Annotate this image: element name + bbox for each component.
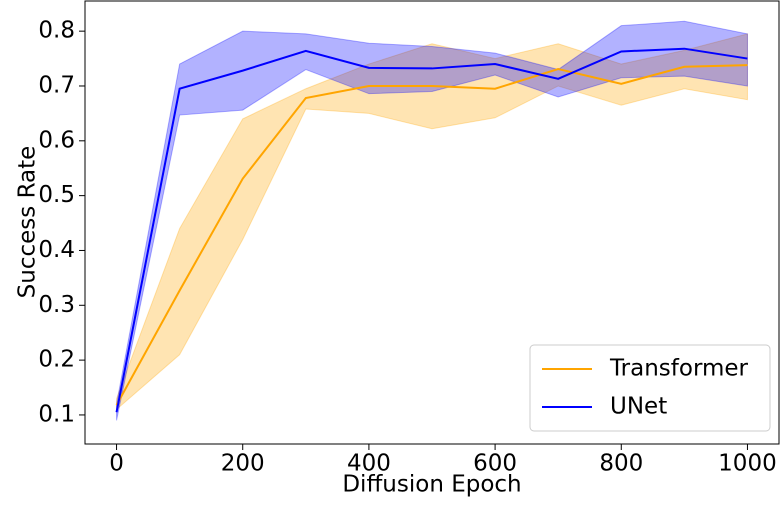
y-tick-label: 0.3 (38, 292, 75, 318)
y-tick-label: 0.4 (38, 237, 75, 263)
y-tick-label: 0.7 (38, 72, 75, 98)
legend-label: UNet (610, 394, 667, 420)
series-line (115, 64, 748, 406)
plot-frame (84, 0, 780, 445)
x-tick-label: 800 (599, 451, 643, 477)
x-axis-label: Diffusion Epoch (342, 472, 521, 498)
y-tick-label: 0.6 (38, 127, 75, 153)
x-tick-label: 200 (221, 451, 265, 477)
y-tick-label: 0.5 (38, 182, 75, 208)
legend-box (529, 344, 771, 432)
y-axis-label: Success Rate (15, 146, 41, 299)
y-tick-label: 0.2 (38, 347, 75, 373)
x-tick-label: 1000 (718, 451, 777, 477)
series-line (115, 47, 748, 413)
x-tick-label: 600 (473, 451, 517, 477)
y-tick-label: 0.1 (38, 401, 75, 427)
confidence-band (116, 33, 748, 411)
x-tick-label: 0 (109, 451, 124, 477)
confidence-band (116, 20, 748, 421)
y-tick-label: 0.8 (38, 18, 75, 44)
legend-label: Transformer (609, 356, 749, 382)
x-tick-label: 400 (347, 451, 391, 477)
